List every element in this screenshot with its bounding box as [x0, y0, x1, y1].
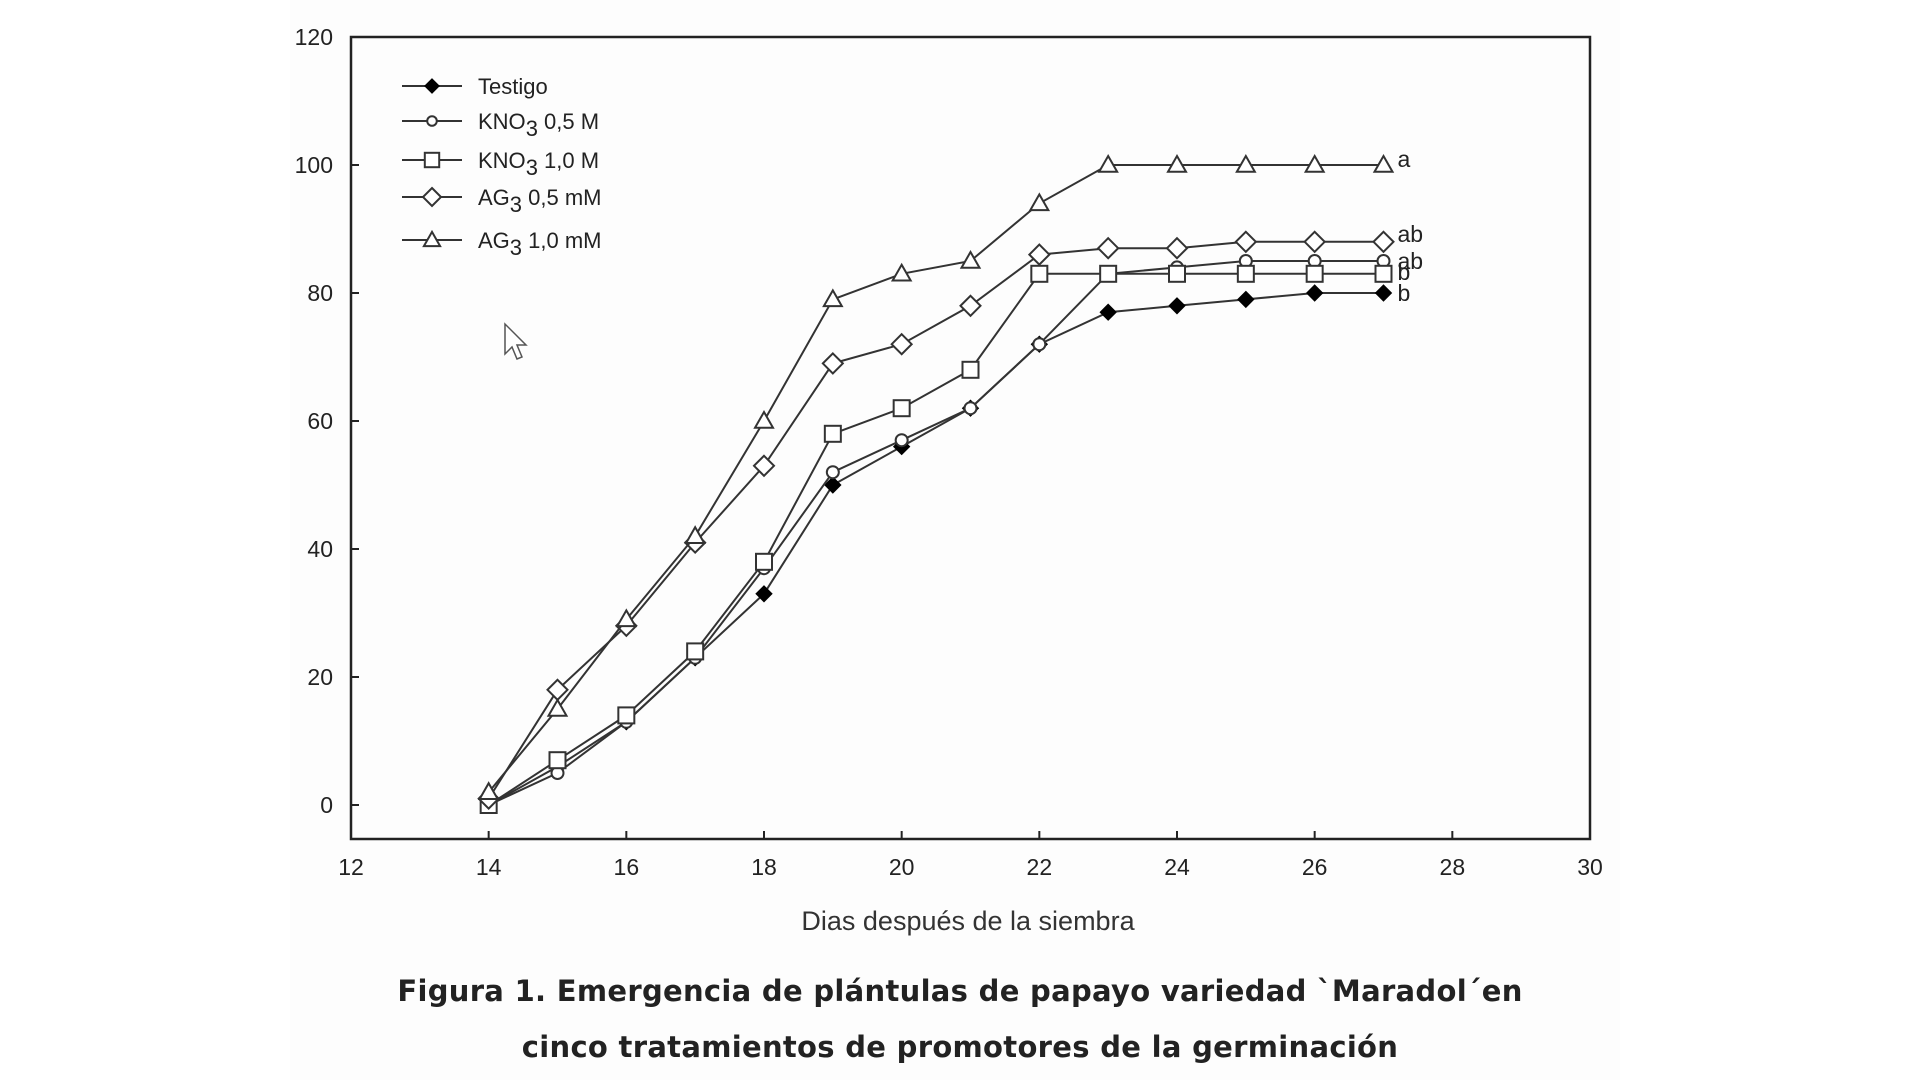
series-ag3-0-5-mm	[477, 230, 1395, 811]
x-tick-label: 24	[1164, 854, 1190, 880]
significance-letter: a	[1398, 146, 1411, 172]
chart-axes: 0 20 40 60 80 100 120 12 14 16 18 20 22 24 26 28 30	[295, 24, 1603, 880]
x-tick-label: 14	[476, 854, 502, 880]
y-tick-label: 40	[307, 536, 333, 562]
series-kno3-1-0-m	[479, 264, 1393, 814]
small-open-circle-marker-icon	[426, 115, 438, 127]
open-triangle-marker-icon	[422, 229, 442, 248]
legend-item: Testigo	[402, 74, 548, 99]
mouse-cursor-icon	[504, 322, 528, 360]
filled-diamond-marker-icon	[424, 78, 440, 94]
plot-frame	[349, 35, 1592, 841]
legend-item: AG3 0,5 mM	[402, 185, 602, 217]
open-square-marker-icon	[423, 151, 441, 169]
significance-letter: ab	[1398, 248, 1424, 274]
significance-letter: ab	[1398, 221, 1424, 247]
series-testigo	[479, 284, 1393, 814]
x-tick-label: 16	[614, 854, 640, 880]
figure-background	[290, 0, 1620, 1080]
legend-label: KNO3 0,5 M	[478, 109, 599, 141]
series-ag3-1-0-mm	[477, 153, 1395, 800]
x-tick-label: 20	[889, 854, 915, 880]
open-diamond-marker-icon	[421, 186, 443, 208]
y-tick-label: 60	[307, 408, 333, 434]
legend-label: AG3 1,0 mM	[478, 228, 602, 260]
series-kno3-0-5-m	[481, 254, 1391, 812]
figure-caption-line-2: cinco tratamientos de promotores de la g…	[521, 1030, 1399, 1064]
y-tick-label: 0	[320, 792, 333, 818]
x-tick-label: 22	[1027, 854, 1053, 880]
legend-label: Testigo	[478, 74, 548, 99]
x-tick-label: 18	[751, 854, 777, 880]
x-tick-label: 30	[1577, 854, 1603, 880]
legend-label: KNO3 1,0 M	[478, 148, 599, 180]
chart-legend: Testigo KNO3 0,5 M KNO3 1,0 M AG3 0,5 mM AG3…	[402, 74, 602, 260]
x-axis-label: Dias después de la siembra	[801, 906, 1135, 936]
x-tick-label: 28	[1440, 854, 1466, 880]
x-tick-label: 12	[338, 854, 364, 880]
y-tick-label: 100	[295, 152, 333, 178]
y-tick-label: 120	[295, 24, 333, 50]
chart-series	[477, 153, 1395, 814]
x-tick-label: 26	[1302, 854, 1328, 880]
y-tick-label: 20	[307, 664, 333, 690]
legend-item: AG3 1,0 mM	[402, 228, 602, 260]
significance-letter: b	[1398, 280, 1411, 306]
figure-caption-line-1: Figura 1. Emergencia de plántulas de pap…	[397, 974, 1523, 1008]
legend-label: AG3 0,5 mM	[478, 185, 602, 217]
significance-letter: b	[1398, 259, 1411, 285]
legend-item: KNO3 0,5 M	[402, 109, 599, 141]
y-tick-label: 80	[307, 280, 333, 306]
legend-item: KNO3 1,0 M	[402, 148, 599, 180]
